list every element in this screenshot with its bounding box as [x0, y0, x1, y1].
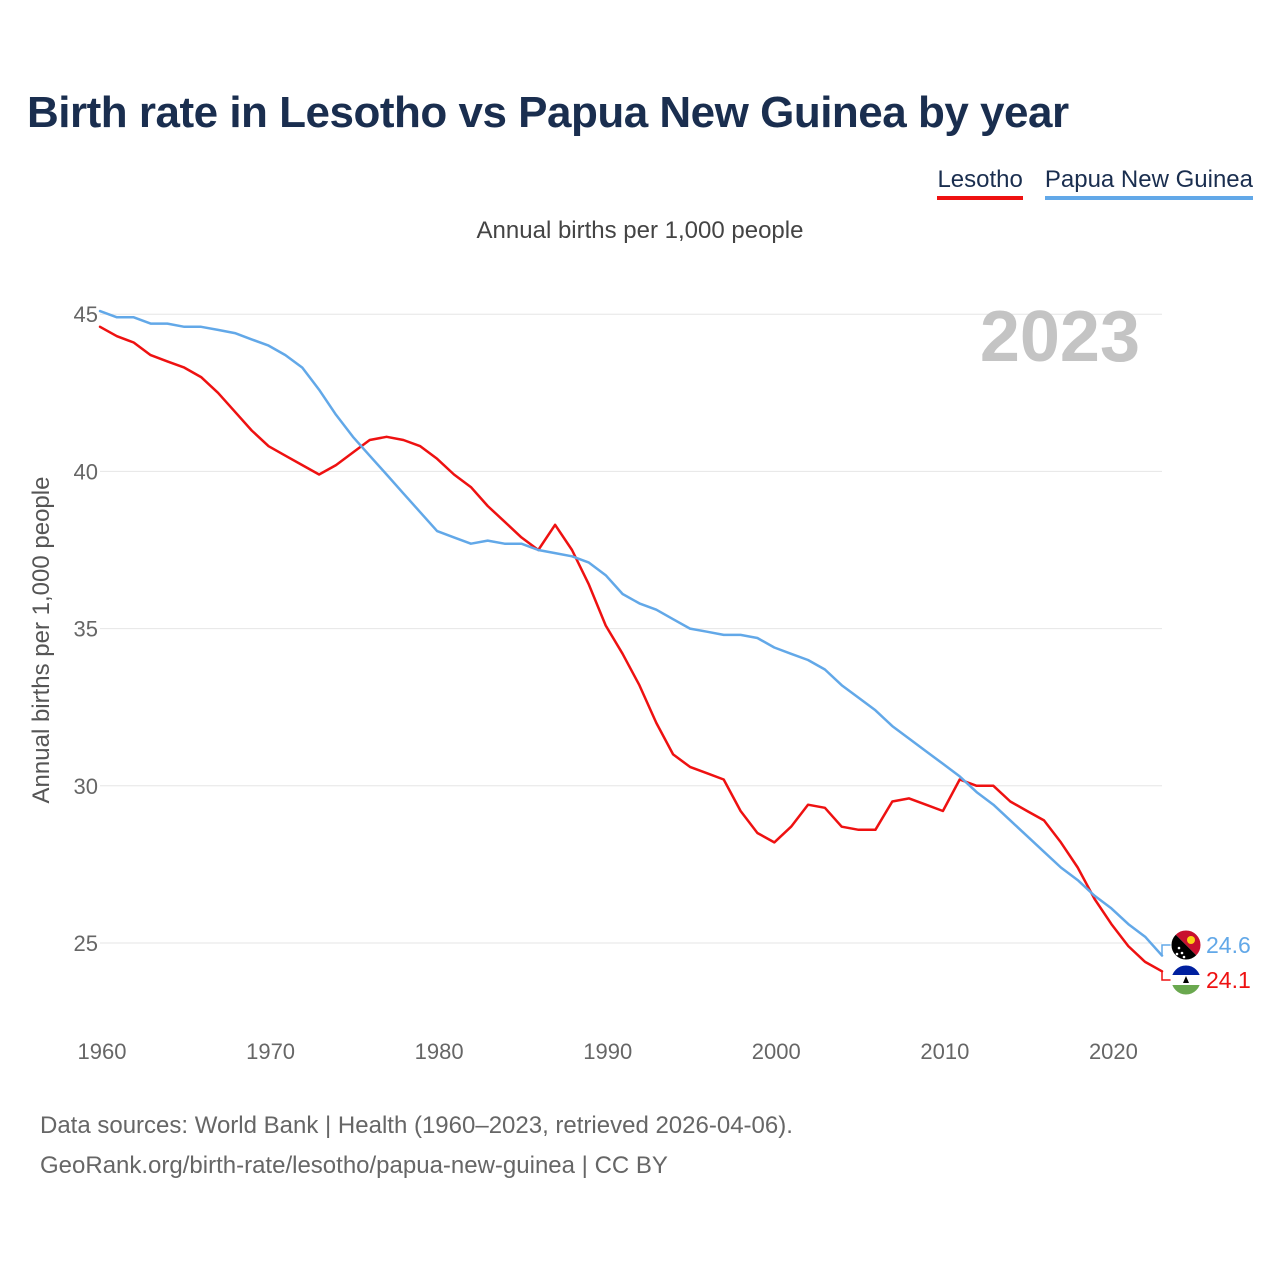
x-tick-label: 1970: [246, 1039, 295, 1064]
end-connector-lesotho: [1161, 971, 1174, 981]
x-axis-ticks: 1960 1970 1980 1990 2000 2010 2020: [78, 1039, 1138, 1064]
page-title: Birth rate in Lesotho vs Papua New Guine…: [27, 88, 1069, 137]
y-tick-label: 40: [74, 459, 98, 484]
legend-item-papua-new-guinea[interactable]: Papua New Guinea: [1044, 166, 1253, 200]
series-line-papua-new-guinea[interactable]: [98, 309, 1164, 957]
end-value-label-lesotho: 24.1: [1206, 967, 1251, 993]
end-markers: 24.1 24.6: [1161, 929, 1251, 996]
chart-subtitle: Annual births per 1,000 people: [476, 217, 804, 244]
y-tick-label: 45: [74, 302, 98, 327]
current-year-label: 2023: [980, 297, 1140, 377]
y-axis-ticks: 25 30 35 40 45: [74, 302, 98, 956]
x-tick-label: 2010: [920, 1039, 969, 1064]
footer: Data sources: World Bank | Health (1960–…: [40, 1106, 793, 1186]
legend: Lesotho Papua New Guinea: [937, 166, 1253, 200]
end-value-label-papua-new-guinea: 24.6: [1206, 932, 1251, 958]
end-connector-papua-new-guinea: [1161, 944, 1174, 956]
series-lines: [98, 309, 1164, 973]
flag-lesotho-icon: [1170, 964, 1202, 996]
x-tick-label: 2020: [1089, 1039, 1138, 1064]
x-tick-label: 1980: [415, 1039, 464, 1064]
gridlines: [100, 313, 1162, 944]
legend-item-lesotho[interactable]: Lesotho: [937, 166, 1023, 200]
y-tick-label: 30: [74, 774, 98, 799]
x-tick-label: 2000: [752, 1039, 801, 1064]
series-line-lesotho[interactable]: [98, 325, 1164, 973]
y-tick-label: 35: [74, 617, 98, 642]
x-tick-label: 1990: [583, 1039, 632, 1064]
x-tick-label: 1960: [78, 1039, 127, 1064]
source-url[interactable]: GeoRank.org/birth-rate/lesotho/papua-new…: [40, 1152, 668, 1179]
flag-papua-new-guinea-icon: [1170, 929, 1202, 961]
y-tick-label: 25: [74, 931, 98, 956]
data-source-note: Data sources: World Bank | Health (1960–…: [40, 1112, 793, 1139]
